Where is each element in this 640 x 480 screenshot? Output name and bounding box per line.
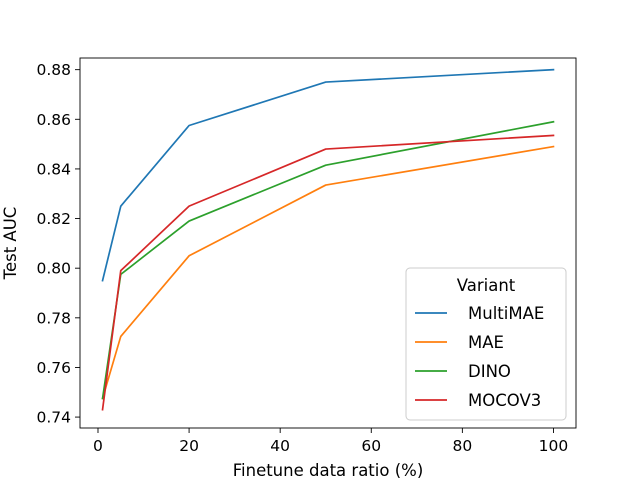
legend-label-multimae: MultiMAE <box>468 304 544 323</box>
legend-label-mocov3: MOCOV3 <box>468 391 541 410</box>
y-tick-label: 0.78 <box>36 309 71 327</box>
series-layer <box>101 68 555 411</box>
x-tick-label: 40 <box>270 437 290 455</box>
y-axis: 0.74 0.76 0.78 0.80 0.82 0.84 0.86 0.88 <box>36 61 80 427</box>
y-axis-title: Test AUC <box>1 207 20 281</box>
series-line-mocov3 <box>101 134 555 411</box>
y-tick-label: 0.76 <box>36 359 71 377</box>
plot-frame <box>79 57 577 429</box>
legend-label-mae: MAE <box>468 333 504 352</box>
legend-box <box>405 267 567 421</box>
x-tick-label: 80 <box>452 437 472 455</box>
x-tick-label: 60 <box>361 437 381 455</box>
y-tick-label: 0.84 <box>36 160 71 178</box>
y-tick-label: 0.86 <box>36 111 71 129</box>
legend: Variant MultiMAE MAE DINO MOCOV3 <box>405 267 567 421</box>
series-line-multimae <box>101 68 555 282</box>
x-tick-label: 100 <box>539 437 569 455</box>
legend-entries: MultiMAE MAE DINO MOCOV3 <box>415 304 544 410</box>
x-tick-label: 20 <box>179 437 199 455</box>
legend-label-dino: DINO <box>468 362 511 381</box>
series-line-mae <box>101 145 555 400</box>
x-axis: 0 20 40 60 80 100 <box>93 428 568 455</box>
y-tick-label: 0.74 <box>36 409 71 427</box>
y-tick-label: 0.88 <box>36 61 71 79</box>
x-axis-title: Finetune data ratio (%) <box>233 461 424 480</box>
x-tick-label: 0 <box>93 437 103 455</box>
y-tick-label: 0.82 <box>36 210 71 228</box>
legend-title: Variant <box>457 276 516 295</box>
y-tick-label: 0.80 <box>36 260 71 278</box>
